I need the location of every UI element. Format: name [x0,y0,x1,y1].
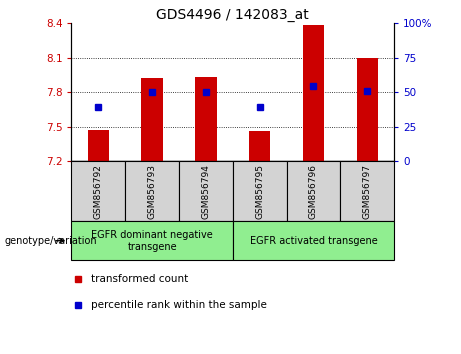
Bar [71,221,233,260]
Text: GSM856797: GSM856797 [363,164,372,219]
Bar [195,77,217,161]
Text: GSM856793: GSM856793 [148,164,157,219]
Bar [71,161,125,221]
Bar [88,130,109,161]
Bar [303,25,324,161]
Bar [233,221,394,260]
Bar [233,161,287,221]
Bar [179,161,233,221]
Bar [249,131,271,161]
Text: percentile rank within the sample: percentile rank within the sample [91,300,267,310]
Bar [340,161,394,221]
Text: GSM856794: GSM856794 [201,164,210,219]
Text: GSM856792: GSM856792 [94,164,103,219]
Text: EGFR dominant negative
transgene: EGFR dominant negative transgene [91,230,213,252]
Bar [142,78,163,161]
Bar [287,161,340,221]
Text: EGFR activated transgene: EGFR activated transgene [249,236,378,246]
Bar [125,161,179,221]
Text: GSM856795: GSM856795 [255,164,264,219]
Title: GDS4496 / 142083_at: GDS4496 / 142083_at [156,8,309,22]
Text: GSM856796: GSM856796 [309,164,318,219]
Text: transformed count: transformed count [91,274,188,284]
Bar [356,58,378,161]
Text: genotype/variation: genotype/variation [5,236,97,246]
